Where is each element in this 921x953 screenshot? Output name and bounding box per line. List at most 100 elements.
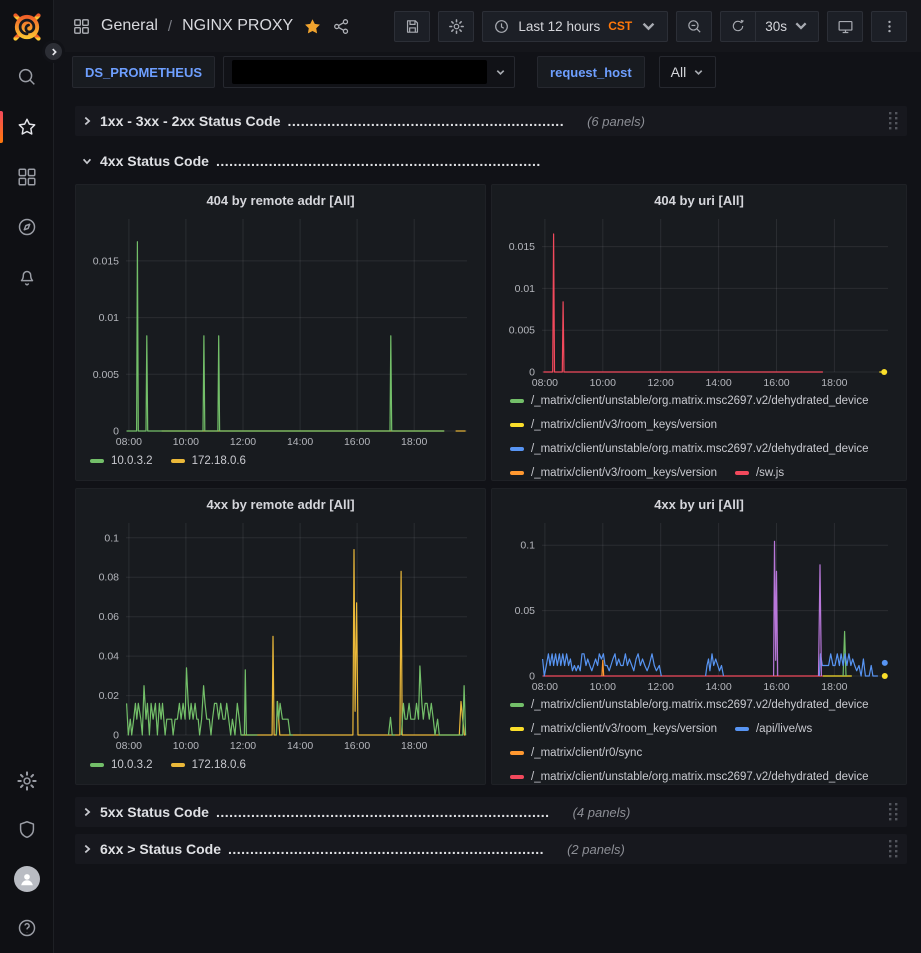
more-options-button[interactable]: [871, 10, 907, 42]
save-dashboard-button[interactable]: [394, 10, 431, 42]
row-title: 6xx > Status Code: [100, 841, 221, 857]
panel-title[interactable]: 4xx by remote addr [All]: [206, 497, 355, 512]
timeseries-chart[interactable]: 0 0.005 0.01 0.015 08:00 10:00 12:00 14:00 16:00…: [502, 213, 896, 389]
request-host-value-dropdown[interactable]: All: [658, 56, 717, 88]
dashboard-title[interactable]: NGINX PROXY: [182, 17, 294, 34]
legend-series-swatch: [510, 471, 524, 475]
refresh-picker: 30s: [720, 10, 819, 42]
variable-value-dropdown[interactable]: [223, 56, 516, 88]
star-filled-icon[interactable]: [303, 17, 322, 36]
legend-series-label: /_matrix/client/unstable/org.matrix.msc2…: [531, 699, 869, 711]
svg-text:08:00: 08:00: [532, 377, 558, 389]
row-panel-count: (4 panels): [572, 804, 631, 820]
timeseries-chart[interactable]: 0 0.05 0.1 08:00 10:00 12:00 14:00 16:00 18:00: [502, 517, 896, 693]
chevron-right-icon: [84, 116, 91, 126]
svg-text:10:00: 10:00: [173, 436, 199, 448]
legend-item[interactable]: /api/live/ws: [734, 723, 812, 735]
sidebar-expand-button[interactable]: [42, 40, 65, 63]
row-4xx[interactable]: 4xx Status Code ........................…: [75, 146, 907, 176]
svg-text:0: 0: [529, 671, 535, 683]
user-avatar[interactable]: [13, 866, 40, 892]
dashboard-settings-button[interactable]: [438, 10, 475, 42]
sidebar-item-search[interactable]: [0, 64, 53, 90]
question-circle-icon: [18, 919, 35, 937]
panel-title[interactable]: 404 by uri [All]: [654, 193, 744, 208]
legend-series-swatch: [510, 399, 524, 403]
breadcrumb-folder[interactable]: General: [101, 17, 158, 34]
svg-text:10:00: 10:00: [173, 740, 199, 752]
legend-item[interactable]: 172.18.0.6: [170, 455, 246, 467]
legend-item[interactable]: /_matrix/client/unstable/org.matrix.msc2…: [510, 443, 869, 455]
row-dots: ........................................…: [228, 841, 545, 857]
panel-4xx-by-remote-addr: 4xx by remote addr [All] 0 0.02 0.04 0.06 0.…: [75, 488, 486, 785]
panel-title[interactable]: 404 by remote addr [All]: [206, 193, 355, 208]
sidebar-item-dashboards[interactable]: [0, 164, 53, 190]
active-indicator: [0, 111, 3, 143]
grafana-logo-icon[interactable]: [8, 8, 46, 46]
timeseries-chart[interactable]: 0 0.02 0.04 0.06 0.08 0.1 08:00 10:00 12:00 14:00…: [86, 517, 475, 752]
tv-mode-button[interactable]: [827, 10, 863, 42]
share-icon[interactable]: [332, 17, 351, 36]
variable-label-request-host[interactable]: request_host: [537, 56, 645, 88]
legend-item[interactable]: /sw.js: [734, 467, 784, 479]
legend-series-label: /_matrix/client/v3/room_keys/version: [531, 467, 717, 479]
legend-item[interactable]: /_matrix/client/r0/sync: [510, 747, 642, 759]
time-range-picker[interactable]: Last 12 hours CST: [482, 10, 669, 42]
svg-text:18:00: 18:00: [401, 740, 427, 752]
breadcrumb: General / NGINX PROXY: [72, 17, 351, 36]
dashboards-grid-icon: [17, 168, 36, 186]
legend-item[interactable]: /_matrix/client/v3/room_keys/version: [510, 419, 717, 431]
legend-item[interactable]: /_matrix/client/unstable/org.matrix.msc2…: [510, 771, 869, 783]
sidebar-item-configuration[interactable]: [14, 768, 40, 794]
svg-text:18:00: 18:00: [821, 377, 847, 389]
panel-legend: 10.0.3.2 172.18.0.6: [86, 752, 475, 778]
chevron-down-icon: [694, 69, 703, 75]
legend-item[interactable]: 172.18.0.6: [170, 759, 246, 771]
legend-item[interactable]: 10.0.3.2: [90, 759, 153, 771]
zoom-out-button[interactable]: [676, 10, 713, 42]
sidebar-item-help[interactable]: [14, 915, 40, 941]
sidebar-item-alerting[interactable]: [0, 264, 53, 290]
legend-item[interactable]: 10.0.3.2: [90, 455, 153, 467]
variable-label-ds-prometheus[interactable]: DS_PROMETHEUS: [72, 56, 216, 88]
bell-icon: [20, 270, 33, 286]
legend-series-label: /_matrix/client/unstable/org.matrix.msc2…: [531, 771, 869, 783]
row-drag-handle[interactable]: [888, 802, 899, 822]
legend-row: /_matrix/client/unstable/org.matrix.msc2…: [510, 693, 896, 717]
legend-series-swatch: [734, 727, 749, 731]
row-drag-handle[interactable]: [888, 839, 899, 859]
legend-item[interactable]: /_matrix/client/v3/room_keys/version: [510, 467, 717, 479]
row-1xx-3xx-2xx[interactable]: 1xx - 3xx - 2xx Status Code ............…: [75, 106, 907, 136]
zoom-out-icon: [687, 19, 701, 33]
save-icon: [406, 19, 418, 33]
row-5xx[interactable]: 5xx Status Code ........................…: [75, 797, 907, 827]
svg-text:0.015: 0.015: [93, 255, 119, 267]
sidebar-item-server-admin[interactable]: [14, 817, 40, 843]
legend-series-swatch: [510, 423, 524, 427]
legend-series-label: /_matrix/client/v3/room_keys/version: [531, 723, 717, 735]
legend-item[interactable]: /_matrix/client/v3/room_keys/version: [510, 723, 717, 735]
sidebar-item-explore[interactable]: [0, 214, 53, 240]
legend-series-label: /_matrix/client/unstable/org.matrix.msc2…: [531, 395, 869, 407]
legend-item[interactable]: /_matrix/client/unstable/org.matrix.msc2…: [510, 395, 869, 407]
legend-series-swatch: [734, 471, 749, 475]
legend-series-swatch: [90, 763, 104, 767]
svg-text:08:00: 08:00: [116, 740, 142, 752]
row-drag-handle[interactable]: [888, 111, 899, 131]
legend-series-swatch: [510, 703, 524, 707]
dashboard-topbar: General / NGINX PROXY Last 12 hours CST: [54, 0, 921, 52]
legend-item[interactable]: /_matrix/client/unstable/org.matrix.msc2…: [510, 699, 869, 711]
refresh-button[interactable]: [721, 12, 755, 41]
refresh-interval-dropdown[interactable]: 30s: [755, 11, 818, 41]
svg-text:18:00: 18:00: [401, 436, 427, 448]
panel-title[interactable]: 4xx by uri [All]: [654, 497, 744, 512]
svg-text:0.1: 0.1: [104, 532, 119, 544]
row-dots: ........................................…: [287, 113, 565, 129]
row-6xx[interactable]: 6xx > Status Code ......................…: [75, 834, 907, 864]
sidebar-bottom: [13, 768, 40, 941]
row-title: 5xx Status Code: [100, 804, 209, 820]
svg-text:18:00: 18:00: [821, 681, 847, 693]
timeseries-chart[interactable]: 0 0.005 0.01 0.015 08:00 10:00 12:00 14:00 16:00…: [86, 213, 475, 448]
sidebar-item-starred[interactable]: [0, 111, 53, 143]
